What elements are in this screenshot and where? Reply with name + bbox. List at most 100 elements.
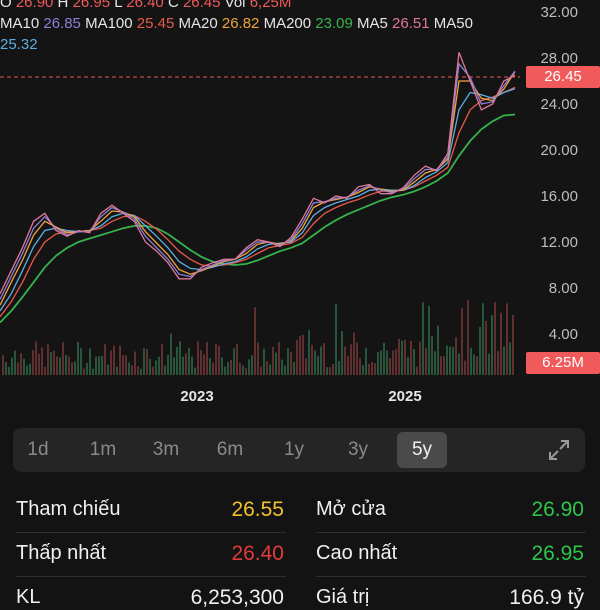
- high-label: Cao nhất: [316, 542, 398, 564]
- volume-bar: [470, 347, 472, 375]
- volume-bar: [170, 333, 172, 375]
- volume-bar: [287, 348, 289, 375]
- y-axis-tick-label: 20.00: [540, 142, 578, 159]
- expand-icon[interactable]: [547, 438, 571, 462]
- volume-bar: [485, 320, 487, 375]
- stock-chart[interactable]: 32.00 28.00 24.00 20.00 16.00 12.00 8.00 4.00 2…: [0, 0, 600, 420]
- volume-bar: [302, 334, 304, 375]
- volume-bar: [491, 315, 493, 375]
- volume-bar: [233, 348, 235, 375]
- volume-bar: [248, 359, 250, 375]
- series-line-ma200: [0, 113, 516, 324]
- volume-bar: [29, 363, 31, 375]
- volume-bar: [230, 359, 232, 375]
- range-button-1m[interactable]: 1m: [89, 439, 117, 460]
- volume-bar: [215, 343, 217, 375]
- volume-bar: [494, 302, 496, 375]
- volume-bar: [389, 357, 391, 375]
- volume-bar: [80, 348, 82, 375]
- volume-bar: [191, 356, 193, 375]
- volume-bar: [179, 341, 181, 375]
- volume-bar: [185, 353, 187, 375]
- volume-bar: [464, 360, 466, 375]
- volume-bar: [59, 357, 61, 375]
- legend-label: MA5: [352, 15, 393, 32]
- volume-bar: [209, 358, 211, 375]
- volume-bar: [212, 362, 214, 375]
- volume-bar: [497, 350, 499, 375]
- divider: [316, 576, 586, 577]
- volume-bar: [275, 352, 277, 375]
- volume-bar: [260, 366, 262, 375]
- volume-bar: [308, 330, 310, 375]
- volume-bar: [350, 344, 352, 375]
- volume-bar: [182, 356, 184, 375]
- volume-bar: [362, 365, 364, 375]
- chart-canvas[interactable]: 32.00 28.00 24.00 20.00 16.00 12.00 8.00 4.00 2…: [0, 0, 600, 420]
- volume-bar: [95, 356, 97, 375]
- x-axis-tick-label: 2025: [388, 388, 421, 405]
- volume-bar: [71, 362, 73, 375]
- y-axis-tick-label: 8.00: [549, 280, 578, 297]
- volume-bar: [116, 366, 118, 375]
- series-line-ma10: [0, 62, 516, 300]
- value-value: 166.9 tỷ: [509, 586, 584, 609]
- volume-bar: [368, 363, 370, 375]
- range-button-5y[interactable]: 5y: [397, 432, 447, 468]
- volume-bar: [413, 349, 415, 375]
- volume-bar: [119, 345, 121, 375]
- volume-bar: [293, 362, 295, 375]
- legend-value: 26.85: [43, 15, 81, 32]
- volume-bar: [101, 355, 103, 375]
- volume-bar: [62, 342, 64, 375]
- volume-bar: [134, 351, 136, 375]
- legend-value: 26.90: [15, 0, 54, 11]
- range-button-6m[interactable]: 6m: [216, 439, 244, 460]
- low-label: Thấp nhất: [16, 542, 107, 564]
- volume-bar: [326, 367, 328, 375]
- range-button-1y[interactable]: 1y: [283, 439, 305, 460]
- volume-bar: [26, 365, 28, 375]
- volume-bar: [239, 362, 241, 375]
- legend-value: 26.95: [72, 0, 111, 11]
- volume-bar: [506, 303, 508, 375]
- volume-bar: [65, 355, 67, 375]
- legend-label: MA200: [259, 15, 316, 32]
- volume-bar: [347, 355, 349, 375]
- volume-bar: [14, 350, 16, 375]
- range-button-3m[interactable]: 3m: [152, 439, 180, 460]
- ma50-value: 25.32: [0, 36, 38, 53]
- volume-bar: [218, 345, 220, 375]
- volume-bar: [425, 347, 427, 375]
- volume-bar: [446, 345, 448, 375]
- volume-bar: [155, 360, 157, 375]
- open-label: Mở cửa: [316, 498, 386, 520]
- volume-bar: [44, 366, 46, 375]
- volume-bar: [188, 347, 190, 375]
- volume-label: KL: [16, 586, 41, 608]
- volume-bar: [125, 355, 127, 375]
- volume-bar: [200, 350, 202, 375]
- volume-bar: [113, 345, 115, 375]
- volume-bar: [371, 361, 373, 375]
- volume-bar: [488, 353, 490, 375]
- volume-bar: [299, 335, 301, 375]
- open-value: 26.90: [531, 498, 584, 521]
- volume-bar: [296, 339, 298, 375]
- volume-bar: [176, 346, 178, 375]
- range-button-1d[interactable]: 1d: [27, 439, 49, 460]
- volume-bar: [140, 368, 142, 375]
- volume-bar: [152, 366, 154, 375]
- volume-bar: [35, 341, 37, 375]
- range-button-3y[interactable]: 3y: [347, 439, 369, 460]
- volume-bar: [206, 342, 208, 375]
- volume-bar: [419, 341, 421, 375]
- volume-bar: [398, 338, 400, 375]
- y-axis-tick-label: 4.00: [549, 326, 578, 343]
- ma-row: MA10 26.85 MA100 25.45 MA20 26.82 MA200 …: [0, 13, 540, 34]
- x-axis-tick-label: 2023: [180, 388, 213, 405]
- volume-bar: [203, 354, 205, 375]
- volume-bar: [434, 351, 436, 375]
- volume-bar: [392, 350, 394, 375]
- volume-bar: [452, 347, 454, 375]
